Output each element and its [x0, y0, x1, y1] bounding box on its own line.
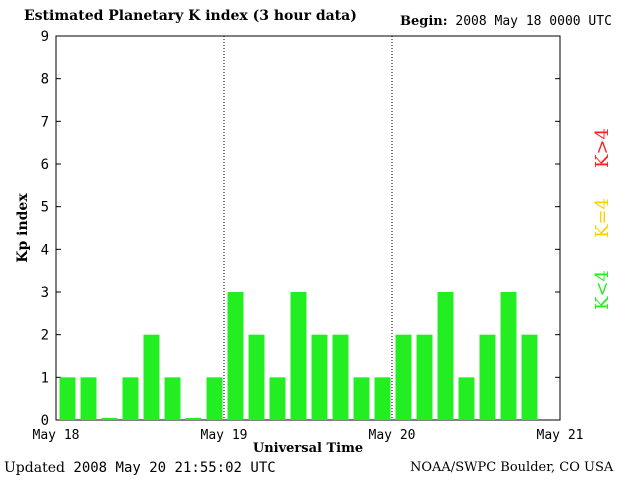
- kp-bar: [185, 417, 202, 420]
- bars: [59, 292, 538, 420]
- kp-bar: [437, 292, 454, 420]
- y-tick-label: 1: [41, 370, 49, 386]
- kp-bar: [311, 334, 328, 420]
- y-tick-label: 7: [41, 114, 49, 130]
- updated-info: Updated 2008 May 20 21:55:02 UTC: [4, 460, 276, 476]
- kp-bar: [416, 334, 433, 420]
- legend-entry: K>4: [592, 128, 613, 168]
- kp-bar: [143, 334, 160, 420]
- kp-bar: [80, 377, 97, 420]
- y-tick-label: 2: [41, 328, 49, 344]
- x-tick-label: May 19: [201, 428, 248, 443]
- begin-info: Begin: 2008 May 18 0000 UTC: [400, 14, 612, 29]
- y-tick-label: 6: [41, 157, 49, 173]
- kp-bar: [395, 334, 412, 420]
- day-dividers: [223, 36, 393, 420]
- begin-label: Begin:: [400, 14, 448, 29]
- y-axis: 0 1 2 3 4 5 6 7 8 9: [41, 29, 560, 429]
- kp-bar: [227, 292, 244, 420]
- x-tick-label: May 21: [537, 428, 584, 443]
- kp-bar: [353, 377, 370, 420]
- kp-bar: [164, 377, 181, 420]
- y-tick-label: 9: [41, 29, 49, 45]
- kp-bar: [374, 377, 391, 420]
- kp-bar: [206, 377, 223, 420]
- legend-entry: K<4: [592, 270, 613, 310]
- y-tick-label: 8: [41, 72, 49, 88]
- y-tick-label: 3: [41, 285, 49, 301]
- kp-bar: [500, 292, 517, 420]
- legend: K>4 K=4 K<4: [592, 128, 613, 310]
- x-tick-label: May 20: [369, 428, 416, 443]
- y-tick-label: 0: [41, 413, 49, 429]
- kp-bar: [290, 292, 307, 420]
- y-tick-label: 4: [41, 242, 49, 258]
- chart-title: Estimated Planetary K index (3 hour data…: [24, 8, 357, 24]
- kp-bar: [248, 334, 265, 420]
- y-tick-label: 5: [41, 200, 49, 216]
- kp-bar: [332, 334, 349, 420]
- updated-label: Updated: [4, 460, 65, 476]
- x-tick-label: May 18: [33, 428, 80, 443]
- plot-frame: [55, 35, 561, 421]
- kp-bar: [101, 417, 118, 420]
- kp-bar: [458, 377, 475, 420]
- kp-bar: [521, 334, 538, 420]
- begin-value: 2008 May 18 0000 UTC: [455, 14, 612, 29]
- kp-bar: [59, 377, 76, 420]
- updated-value: 2008 May 20 21:55:02 UTC: [73, 460, 276, 476]
- kp-bar: [479, 334, 496, 420]
- y-axis-label: Kp index: [15, 193, 31, 263]
- x-axis-label: Universal Time: [253, 441, 363, 456]
- credit: NOAA/SWPC Boulder, CO USA: [410, 460, 614, 475]
- kp-bar: [122, 377, 139, 420]
- kp-bar: [269, 377, 286, 420]
- x-axis: May 18 May 19 May 20 May 21: [33, 428, 584, 443]
- legend-entry: K=4: [592, 198, 613, 238]
